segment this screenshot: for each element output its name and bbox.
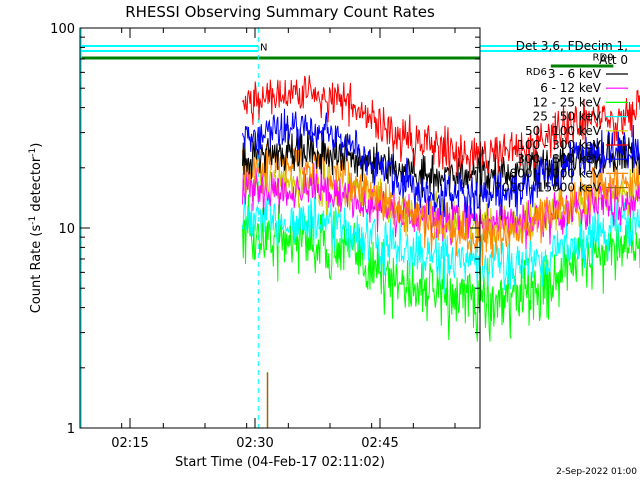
y-tick-label: 100 bbox=[50, 22, 75, 37]
x-tick-label: 02:45 bbox=[361, 436, 398, 451]
legend-label-2: 12 - 25 keV bbox=[533, 95, 602, 109]
legend-label-8: 7000 - 15000 keV bbox=[494, 181, 601, 195]
x-tick-label: 02:30 bbox=[236, 436, 273, 451]
legend-label-3: 25 - 50 keV bbox=[533, 110, 602, 124]
y-axis-label-sup: -1 bbox=[28, 216, 38, 225]
legend-label-7: 800 - 7000 keV bbox=[510, 166, 602, 180]
legend-label-5: 100 - 300 keV bbox=[517, 138, 601, 152]
y-axis-label-suffix: ) bbox=[29, 143, 44, 148]
legend-header-line-1: Det 3,6, FDecim 1, bbox=[516, 39, 628, 53]
legend-label-6: 300 - 800 keV bbox=[517, 152, 601, 166]
y-tick-label: 1 bbox=[67, 422, 75, 437]
footer-timestamp: 2-Sep-2022 01:00 bbox=[556, 467, 637, 477]
y-axis-label-sup2: -1 bbox=[28, 148, 38, 157]
x-tick-label: 02:15 bbox=[111, 436, 148, 451]
legend-label-1: 6 - 12 keV bbox=[540, 81, 602, 95]
y-axis-label-mid: detector bbox=[29, 156, 44, 216]
legend-header-line-2: Att 0 bbox=[599, 53, 628, 67]
y-axis-label: Count Rate (s-1 detector-1) bbox=[28, 143, 44, 314]
chart-title: RHESSI Observing Summary Count Rates bbox=[125, 3, 435, 21]
y-tick-label: 10 bbox=[58, 222, 75, 237]
y-axis-label-prefix: Count Rate (s bbox=[29, 225, 44, 314]
annotation-label-rd6: RD6 bbox=[526, 67, 547, 78]
legend-label-0: 3 - 6 keV bbox=[548, 67, 602, 81]
annotation-label-n: N bbox=[260, 42, 267, 53]
x-axis-label: Start Time (04-Feb-17 02:11:02) bbox=[175, 455, 385, 470]
legend-label-4: 50 - 100 keV bbox=[525, 124, 602, 138]
